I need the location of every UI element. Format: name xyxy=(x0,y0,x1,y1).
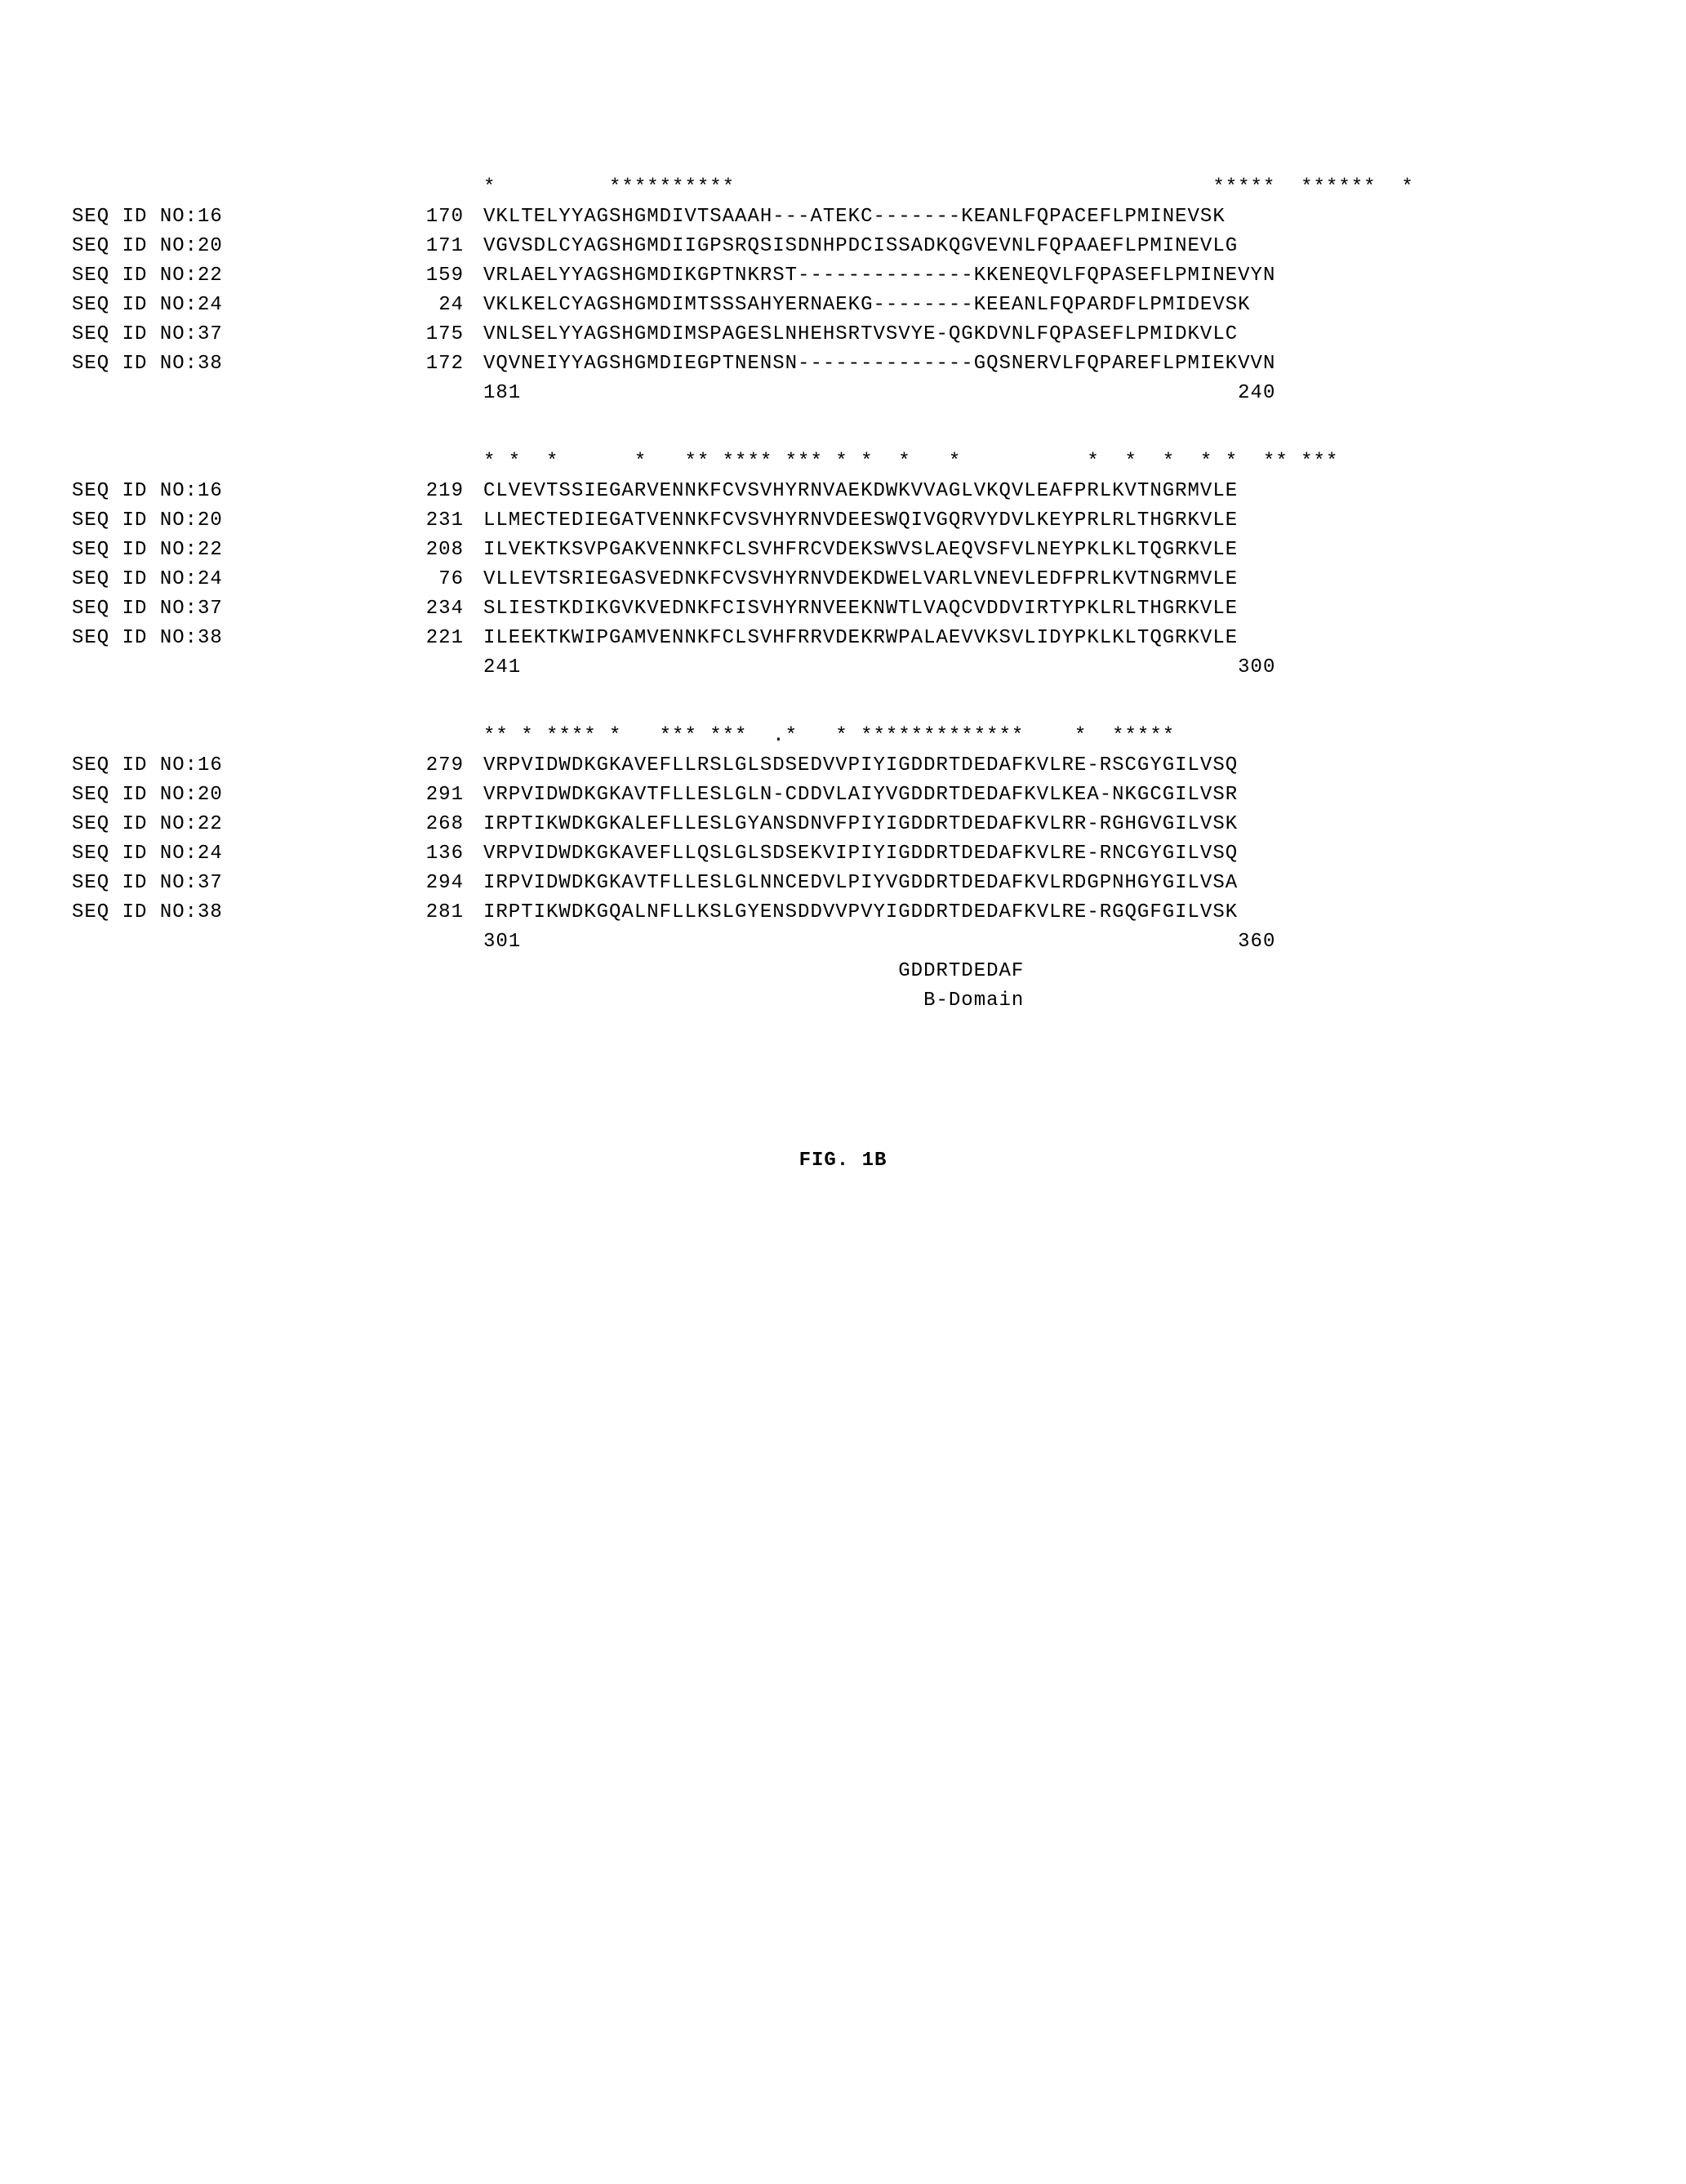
sequence-position: 221 xyxy=(374,624,483,653)
sequence-label: SEQ ID NO:16 xyxy=(72,751,374,781)
domain-consensus: GDDRTDEDAF xyxy=(483,957,1614,986)
sequence-label: SEQ ID NO:24 xyxy=(72,565,374,594)
sequence-row: SEQ ID NO:37175VNLSELYYAGSHGMDIMSPAGESLN… xyxy=(72,320,1614,349)
sequence-residues: LLMECTEDIEGATVENNKFCVSVHYRNVDEESWQIVGQRV… xyxy=(483,506,1614,536)
sequence-label: SEQ ID NO:22 xyxy=(72,536,374,565)
sequence-row: SEQ ID NO:16279VRPVIDWDKGKAVEFLLRSLGLSDS… xyxy=(72,751,1614,781)
sequence-row: SEQ ID NO:20171VGVSDLCYAGSHGMDIIGPSRQSIS… xyxy=(72,232,1614,261)
sequence-label: SEQ ID NO:16 xyxy=(72,202,374,232)
sequence-label: SEQ ID NO:37 xyxy=(72,594,374,624)
sequence-label: SEQ ID NO:20 xyxy=(72,506,374,536)
sequence-position: 231 xyxy=(374,506,483,536)
sequence-label: SEQ ID NO:37 xyxy=(72,320,374,349)
sequence-residues: VRLAELYYAGSHGMDIKGPTNKRST--------------K… xyxy=(483,261,1614,291)
sequence-residues: IRPTIKWDKGKALEFLLESLGYANSDNVFPIYIGDDRTDE… xyxy=(483,810,1614,839)
sequence-row: SEQ ID NO:16170VKLTELYYAGSHGMDIVTSAAAH--… xyxy=(72,202,1614,232)
sequence-row: SEQ ID NO:2424VKLKELCYAGSHGMDIMTSSSAHYER… xyxy=(72,291,1614,320)
sequence-residues: IRPTIKWDKGQALNFLLKSLGYENSDDVVPVYIGDDRTDE… xyxy=(483,898,1614,927)
alignment-container: * ********** ***** ****** *SEQ ID NO:161… xyxy=(72,173,1614,1016)
sequence-label: SEQ ID NO:22 xyxy=(72,810,374,839)
sequence-position: 175 xyxy=(374,320,483,349)
sequence-label: SEQ ID NO:37 xyxy=(72,869,374,898)
sequence-label: SEQ ID NO:38 xyxy=(72,898,374,927)
sequence-row: SEQ ID NO:16219CLVEVTSSIEGARVENNKFCVSVHY… xyxy=(72,477,1614,506)
conservation-line: * * * * ** **** *** * * * * * * * * * **… xyxy=(483,447,1614,477)
sequence-residues: CLVEVTSSIEGARVENNKFCVSVHYRNVAEKDWKVVAGLV… xyxy=(483,477,1614,506)
sequence-position: 208 xyxy=(374,536,483,565)
sequence-position: 76 xyxy=(374,565,483,594)
sequence-label: SEQ ID NO:20 xyxy=(72,232,374,261)
sequence-label: SEQ ID NO:38 xyxy=(72,624,374,653)
sequence-position: 24 xyxy=(374,291,483,320)
sequence-row: SEQ ID NO:38281IRPTIKWDKGQALNFLLKSLGYENS… xyxy=(72,898,1614,927)
conservation-line: * ********** ***** ****** * xyxy=(483,173,1614,202)
sequence-row: SEQ ID NO:37234SLIESTKDIKGVKVEDNKFCISVHY… xyxy=(72,594,1614,624)
sequence-position: 291 xyxy=(374,781,483,810)
sequence-position: 170 xyxy=(374,202,483,232)
sequence-residues: VQVNEIYYAGSHGMDIEGPTNENSN--------------G… xyxy=(483,349,1614,379)
sequence-position: 159 xyxy=(374,261,483,291)
sequence-residues: ILEEKTKWIPGAMVENNKFCLSVHFRRVDEKRWPALAEVV… xyxy=(483,624,1614,653)
sequence-position: 281 xyxy=(374,898,483,927)
sequence-label: SEQ ID NO:16 xyxy=(72,477,374,506)
sequence-row: SEQ ID NO:22208ILVEKTKSVPGAKVENNKFCLSVHF… xyxy=(72,536,1614,565)
alignment-block: * * * * ** **** *** * * * * * * * * * **… xyxy=(72,447,1614,683)
position-ruler: 241 300 xyxy=(483,653,1614,683)
sequence-row: SEQ ID NO:20231LLMECTEDIEGATVENNKFCVSVHY… xyxy=(72,506,1614,536)
sequence-position: 171 xyxy=(374,232,483,261)
sequence-residues: VRPVIDWDKGKAVEFLLQSLGLSDSEKVIPIYIGDDRTDE… xyxy=(483,839,1614,869)
sequence-position: 219 xyxy=(374,477,483,506)
sequence-row: SEQ ID NO:24136VRPVIDWDKGKAVEFLLQSLGLSDS… xyxy=(72,839,1614,869)
position-ruler: 181 240 xyxy=(483,379,1614,408)
sequence-row: SEQ ID NO:38221ILEEKTKWIPGAMVENNKFCLSVHF… xyxy=(72,624,1614,653)
sequence-label: SEQ ID NO:24 xyxy=(72,839,374,869)
sequence-residues: VRPVIDWDKGKAVTFLLESLGLN-CDDVLAIYVGDDRTDE… xyxy=(483,781,1614,810)
sequence-position: 234 xyxy=(374,594,483,624)
sequence-position: 279 xyxy=(374,751,483,781)
sequence-residues: VLLEVTSRIEGASVEDNKFCVSVHYRNVDEKDWELVARLV… xyxy=(483,565,1614,594)
position-ruler: 301 360 xyxy=(483,927,1614,957)
alignment-block: ** * **** * *** *** .* * ************* *… xyxy=(72,722,1614,1016)
sequence-residues: IRPVIDWDKGKAVTFLLESLGLNNCEDVLPIYVGDDRTDE… xyxy=(483,869,1614,898)
sequence-residues: VKLKELCYAGSHGMDIMTSSSAHYERNAEKG--------K… xyxy=(483,291,1614,320)
sequence-label: SEQ ID NO:20 xyxy=(72,781,374,810)
sequence-row: SEQ ID NO:22268IRPTIKWDKGKALEFLLESLGYANS… xyxy=(72,810,1614,839)
sequence-row: SEQ ID NO:20291VRPVIDWDKGKAVTFLLESLGLN-C… xyxy=(72,781,1614,810)
alignment-block: * ********** ***** ****** *SEQ ID NO:161… xyxy=(72,173,1614,408)
figure-label: FIG. 1B xyxy=(72,1146,1614,1176)
sequence-row: SEQ ID NO:22159VRLAELYYAGSHGMDIKGPTNKRST… xyxy=(72,261,1614,291)
sequence-residues: ILVEKTKSVPGAKVENNKFCLSVHFRCVDEKSWVSLAEQV… xyxy=(483,536,1614,565)
conservation-line: ** * **** * *** *** .* * ************* *… xyxy=(483,722,1614,751)
sequence-residues: VNLSELYYAGSHGMDIMSPAGESLNHEHSRTVSVYE-QGK… xyxy=(483,320,1614,349)
sequence-position: 294 xyxy=(374,869,483,898)
sequence-row: SEQ ID NO:37294IRPVIDWDKGKAVTFLLESLGLNNC… xyxy=(72,869,1614,898)
sequence-label: SEQ ID NO:24 xyxy=(72,291,374,320)
sequence-row: SEQ ID NO:38172VQVNEIYYAGSHGMDIEGPTNENSN… xyxy=(72,349,1614,379)
sequence-row: SEQ ID NO:2476VLLEVTSRIEGASVEDNKFCVSVHYR… xyxy=(72,565,1614,594)
sequence-label: SEQ ID NO:22 xyxy=(72,261,374,291)
sequence-residues: VKLTELYYAGSHGMDIVTSAAAH---ATEKC-------KE… xyxy=(483,202,1614,232)
sequence-label: SEQ ID NO:38 xyxy=(72,349,374,379)
sequence-residues: VRPVIDWDKGKAVEFLLRSLGLSDSEDVVPIYIGDDRTDE… xyxy=(483,751,1614,781)
sequence-residues: VGVSDLCYAGSHGMDIIGPSRQSISDNHPDCISSADKQGV… xyxy=(483,232,1614,261)
sequence-residues: SLIESTKDIKGVKVEDNKFCISVHYRNVEEKNWTLVAQCV… xyxy=(483,594,1614,624)
sequence-position: 268 xyxy=(374,810,483,839)
sequence-position: 136 xyxy=(374,839,483,869)
sequence-position: 172 xyxy=(374,349,483,379)
domain-label: B-Domain xyxy=(483,986,1614,1016)
